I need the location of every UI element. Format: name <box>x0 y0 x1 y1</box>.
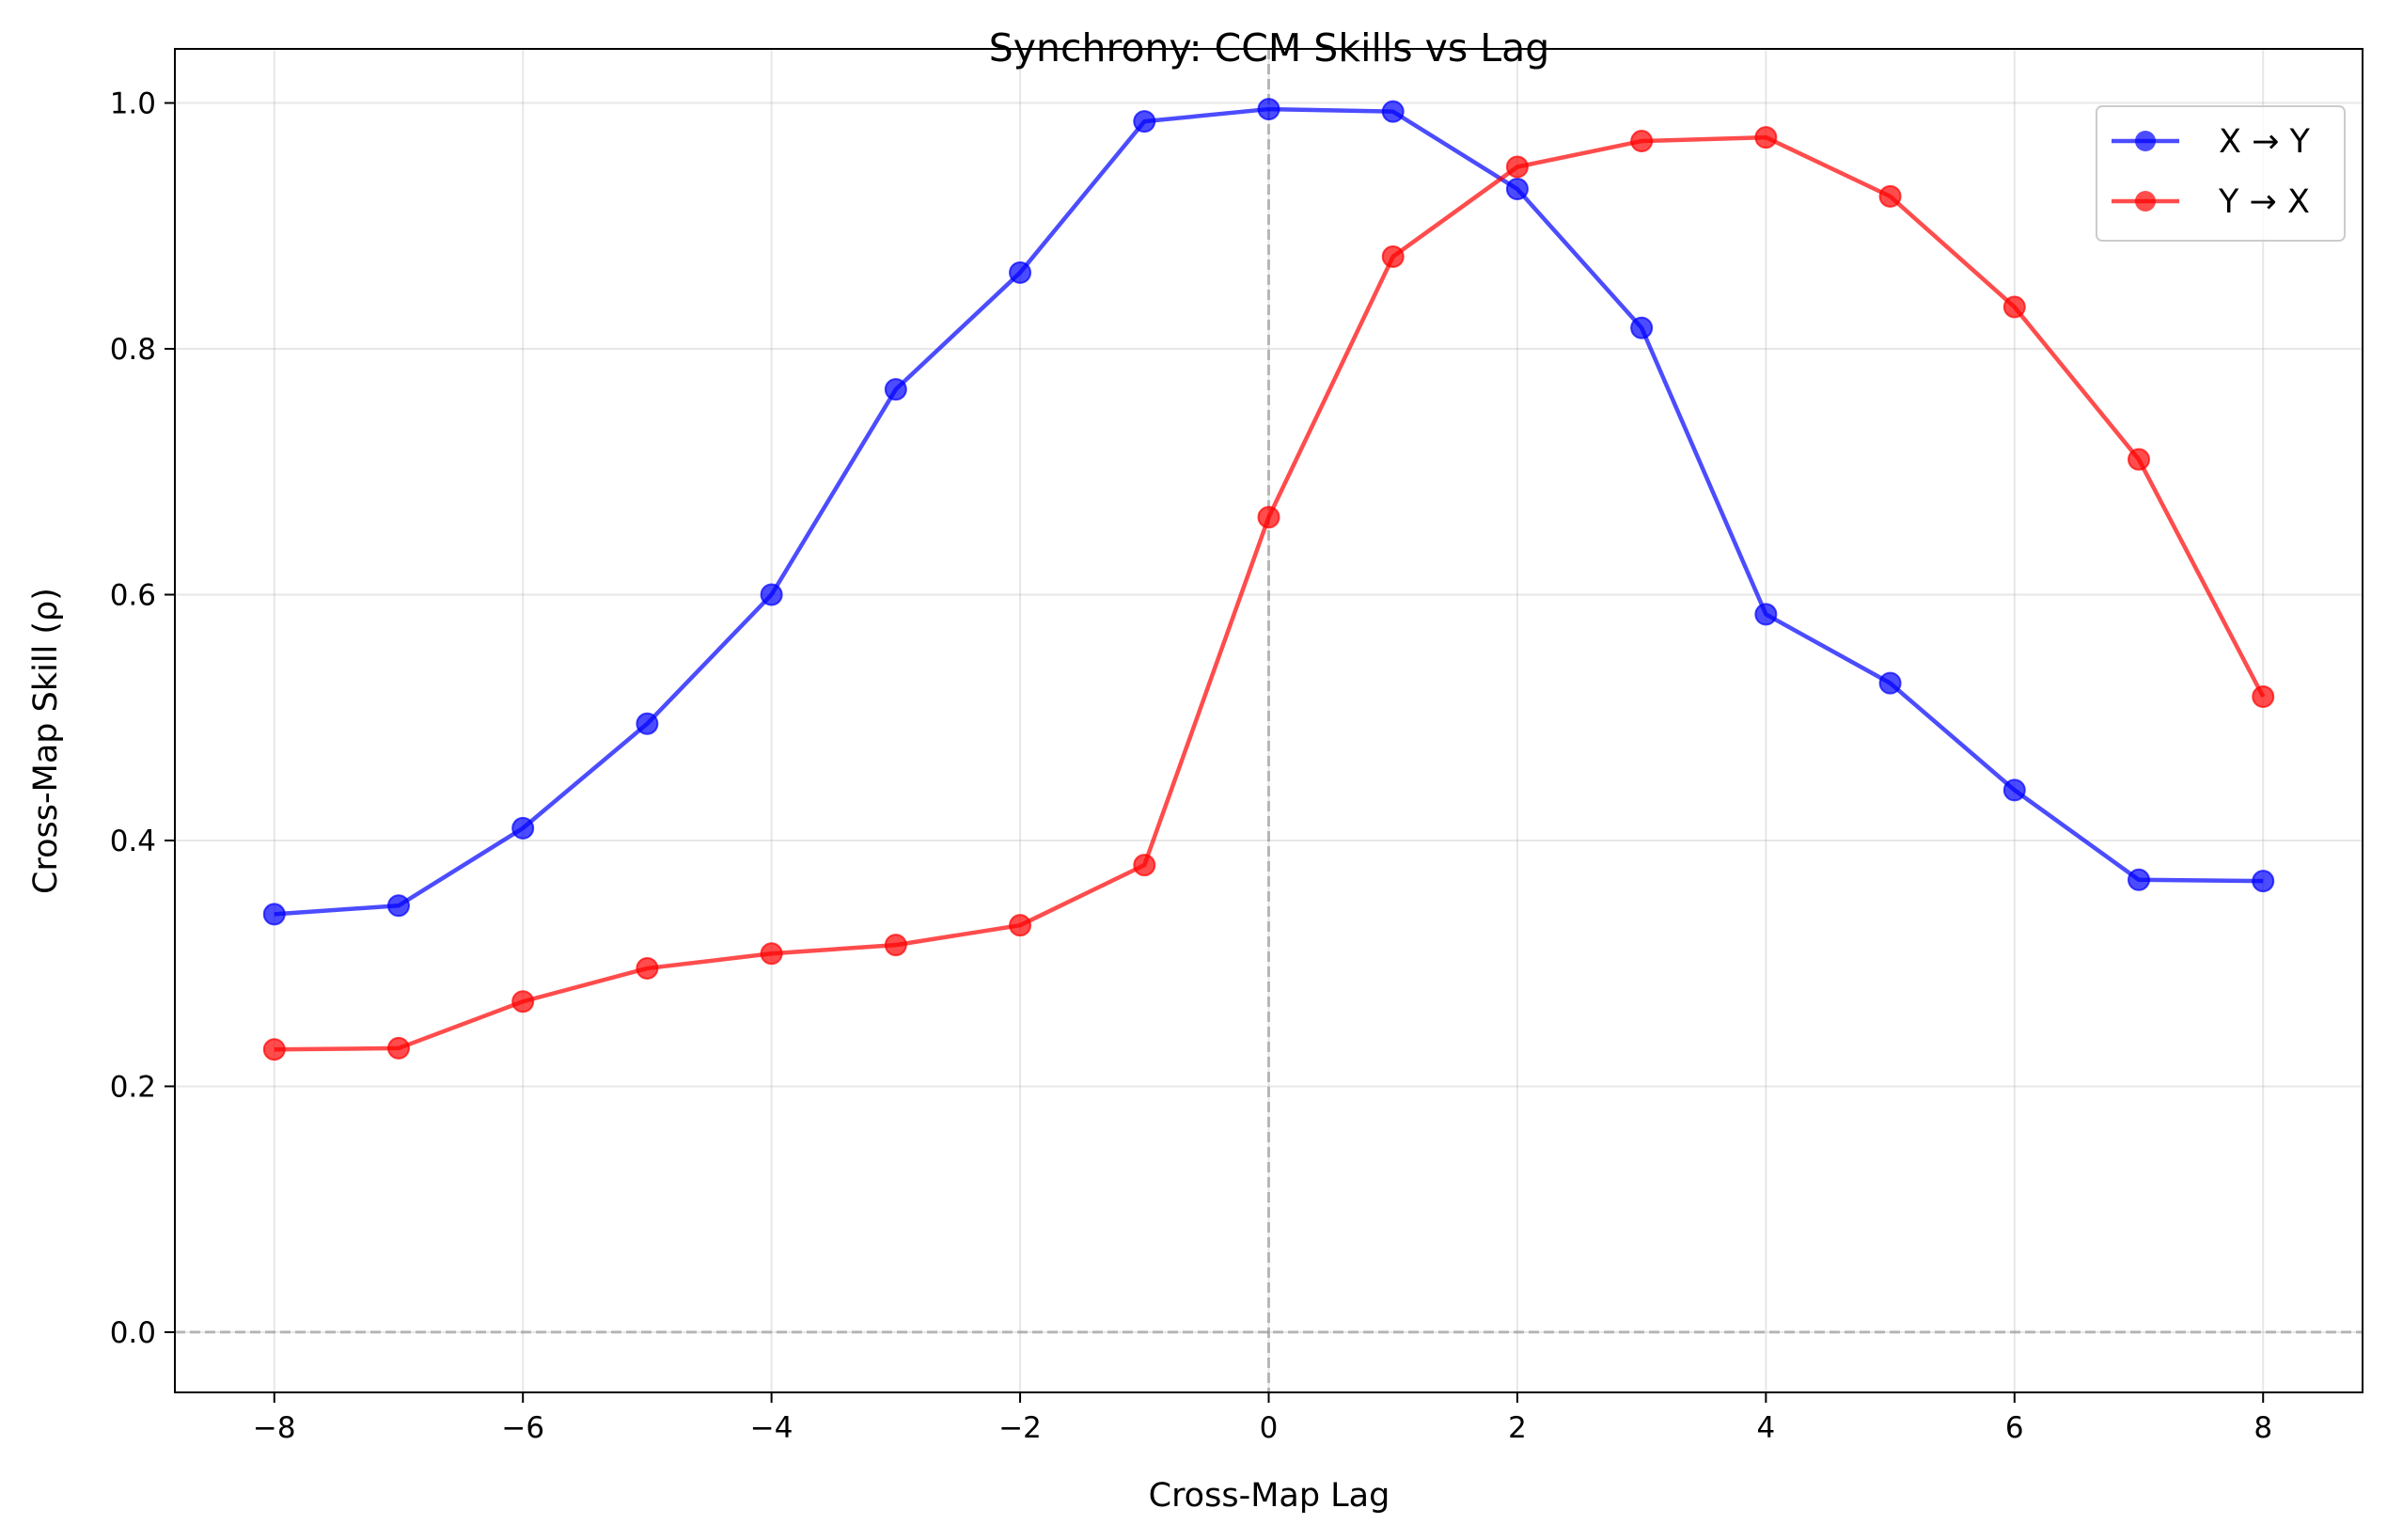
data-point <box>636 712 659 735</box>
data-point <box>884 934 907 957</box>
data-point <box>2002 295 2026 319</box>
x-tick-label: 4 <box>1756 1411 1775 1445</box>
x-tick-label: 8 <box>2254 1411 2272 1445</box>
data-point <box>2252 685 2275 709</box>
data-point <box>511 990 535 1014</box>
x-tick-label: −2 <box>998 1411 1042 1445</box>
legend-swatch-marker <box>2135 131 2156 151</box>
data-point <box>1505 178 1529 201</box>
data-point <box>636 956 659 980</box>
data-point <box>1878 184 1902 208</box>
data-point <box>1009 260 1032 284</box>
data-point <box>1505 155 1529 179</box>
data-point <box>1381 100 1405 123</box>
data-point <box>884 378 907 401</box>
data-point <box>1009 914 1032 937</box>
data-point <box>1754 126 1778 149</box>
data-point <box>1630 316 1654 339</box>
x-tick-label: 0 <box>1260 1411 1279 1445</box>
x-axis-label: Cross-Map Lag <box>1149 1477 1390 1515</box>
y-axis-label: Cross-Map Skill (ρ) <box>27 588 65 894</box>
y-tick-label: 0.2 <box>110 1070 156 1104</box>
y-tick-label: 1.0 <box>110 87 156 121</box>
x-tick-label: −4 <box>750 1411 793 1445</box>
x-tick-label: −8 <box>253 1411 296 1445</box>
data-point <box>262 1038 286 1061</box>
data-point <box>1878 671 1902 695</box>
x-tick-label: 2 <box>1508 1411 1527 1445</box>
data-point <box>760 942 783 966</box>
data-point <box>2128 868 2151 891</box>
data-point <box>262 903 286 926</box>
x-tick-label: 6 <box>2005 1411 2024 1445</box>
y-tick-label: 0.6 <box>110 578 156 612</box>
data-point <box>1133 110 1156 134</box>
y-tick-label: 0.4 <box>110 825 156 858</box>
data-point <box>1133 854 1156 877</box>
data-point <box>2128 448 2151 471</box>
data-point <box>1257 98 1280 121</box>
legend-entry-label: Y → X <box>2218 183 2310 221</box>
legend-entry-label: X → Y <box>2219 123 2311 161</box>
axis-ticks: −8 −6 −4 −2 0 2 4 6 8 0.0 0.2 0.4 0.6 0.8 1.0 <box>110 87 2272 1445</box>
reference-lines <box>175 49 2363 1392</box>
legend-swatch-marker <box>2135 191 2156 212</box>
legend: X → Y Y → X <box>2096 105 2346 242</box>
data-point <box>2252 870 2275 893</box>
data-point <box>386 894 410 918</box>
data-point <box>1754 603 1778 626</box>
data-point <box>2002 778 2026 802</box>
y-tick-label: 0.8 <box>110 333 156 367</box>
chart-title: Synchrony: CCM Skills vs Lag <box>989 25 1550 71</box>
series-x-to-y <box>262 98 2275 926</box>
data-point <box>1257 506 1280 529</box>
data-point <box>1630 130 1654 153</box>
series-y-to-x <box>262 126 2275 1061</box>
series-layer <box>262 98 2275 1061</box>
data-point <box>760 583 783 606</box>
data-point <box>1381 244 1405 268</box>
data-point <box>511 816 535 840</box>
data-point <box>386 1036 410 1060</box>
x-tick-label: −6 <box>501 1411 544 1445</box>
y-tick-label: 0.0 <box>110 1316 156 1350</box>
